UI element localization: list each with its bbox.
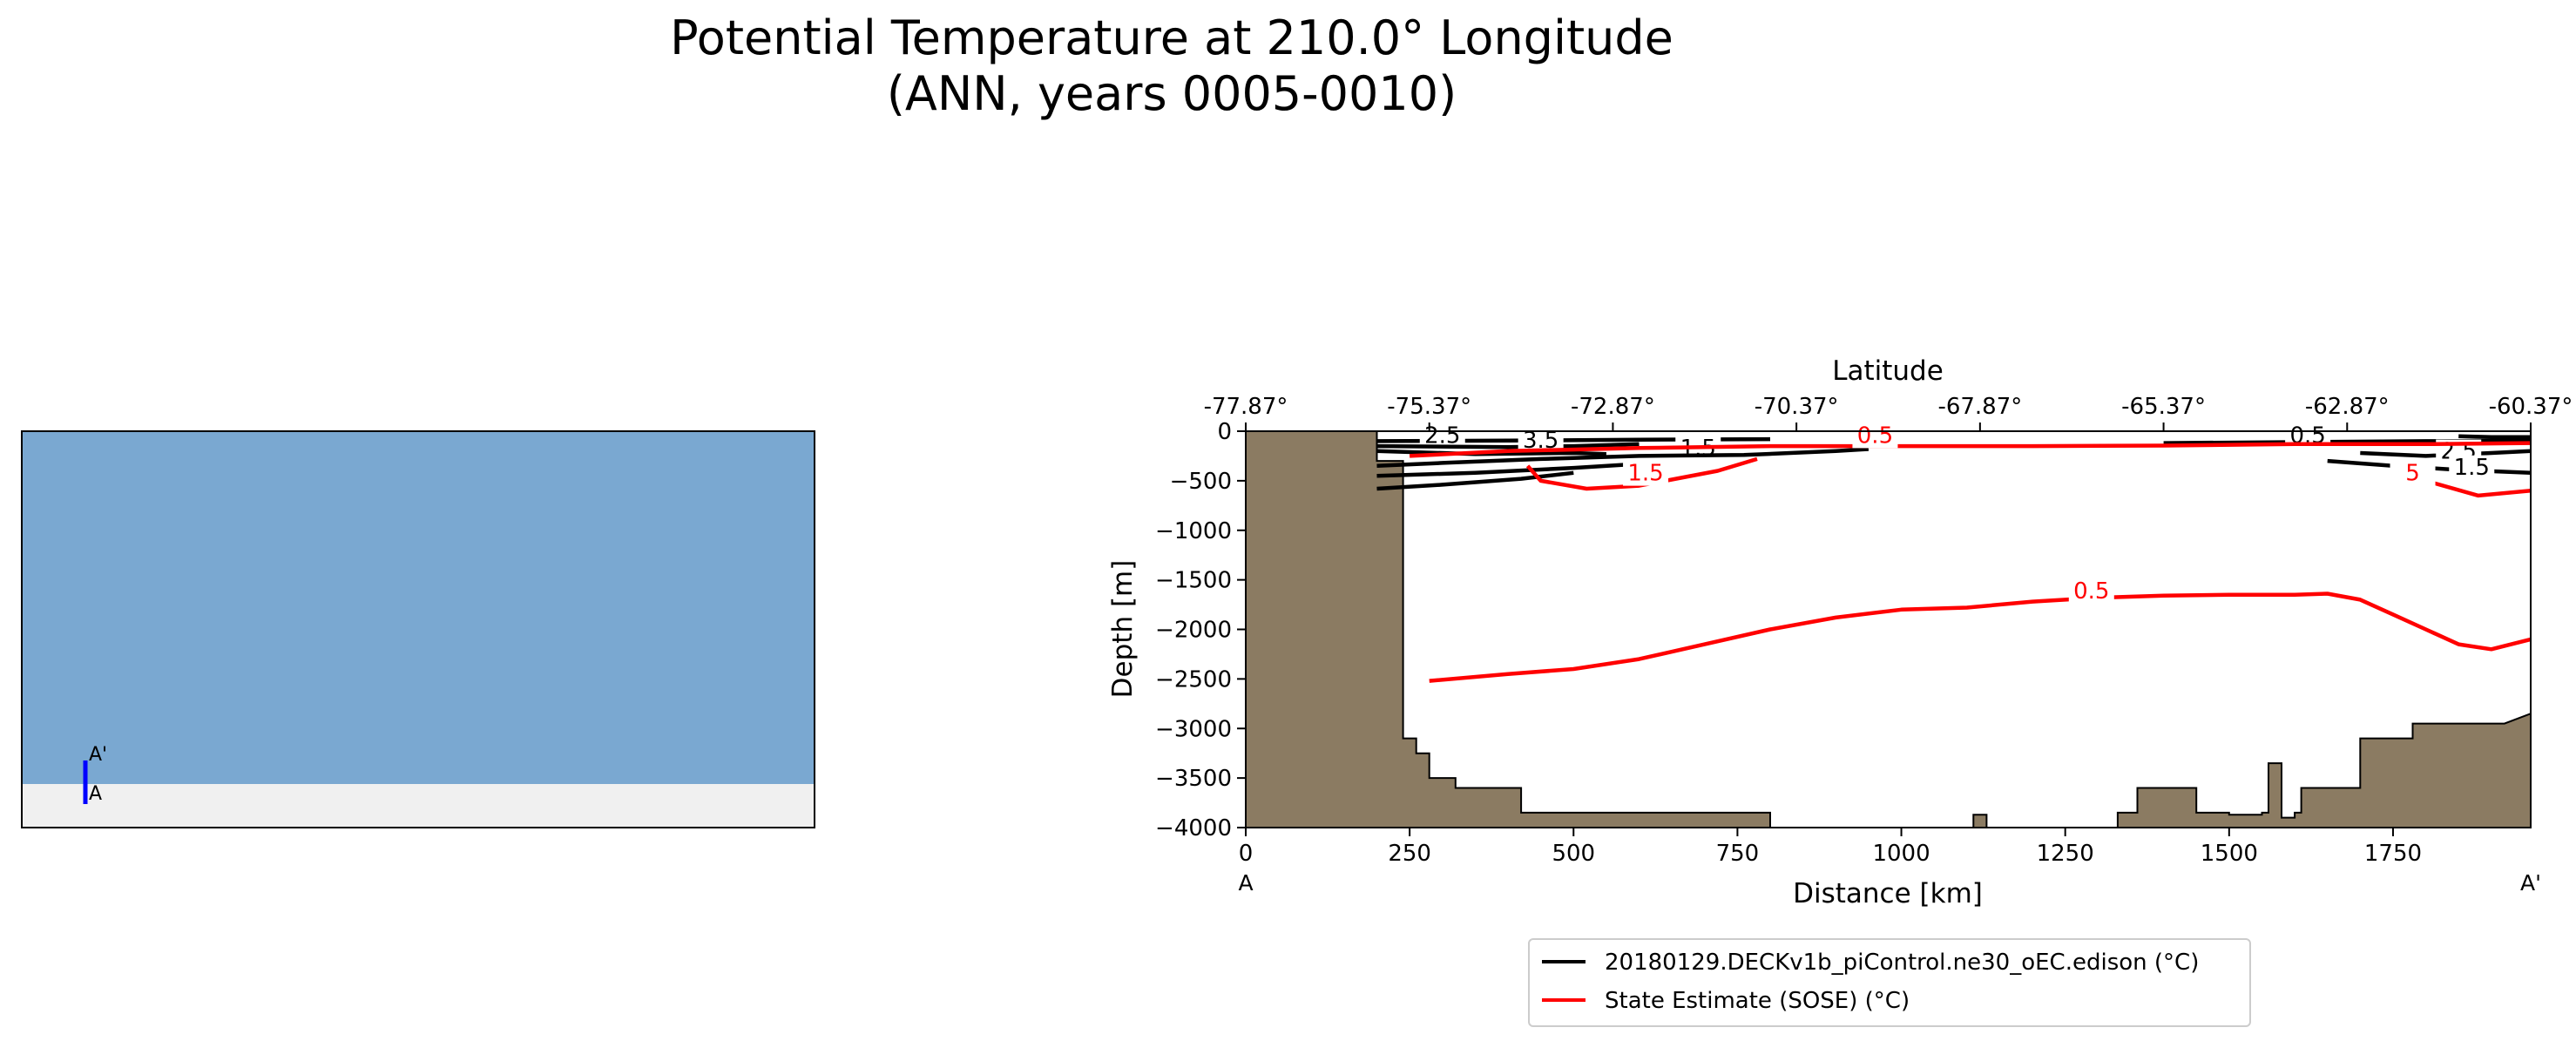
contour-label: 0.5 <box>2073 578 2109 605</box>
figure-title-line1: Potential Temperature at 210.0° Longitud… <box>670 10 1673 65</box>
inset-map: A' A <box>21 430 815 828</box>
model-contour-1 <box>1376 442 1640 450</box>
map-border <box>21 430 815 828</box>
endpoint-label-end: A' <box>2520 870 2541 896</box>
x-axis-label: Distance [km] <box>1793 878 1983 909</box>
legend-box <box>1528 938 2251 1027</box>
contour-label: 5 <box>2405 461 2420 487</box>
x-tick-label: 1750 <box>2364 841 2422 867</box>
y-tick-label: −1000 <box>1155 518 1232 544</box>
model-contour-4 <box>1376 462 1640 478</box>
contour-label: 1.5 <box>1627 461 1663 487</box>
y-tick-label: 0 <box>1217 419 1232 445</box>
secondary-x-tick-label: -60.37° <box>2489 394 2573 420</box>
model-contour-9 <box>2458 434 2531 440</box>
y-axis-label: Depth [m] <box>1107 560 1139 699</box>
secondary-x-tick-label: -77.87° <box>1204 394 1288 420</box>
x-tick-label: 250 <box>1388 841 1431 867</box>
x-tick-label: 1250 <box>2037 841 2094 867</box>
y-tick-label: −3500 <box>1155 766 1232 792</box>
y-tick-label: −3000 <box>1155 716 1232 742</box>
contour-label: 1.5 <box>2454 455 2490 481</box>
y-tick-label: −2000 <box>1155 618 1232 644</box>
secondary-x-tick-label: -70.37° <box>1755 394 1839 420</box>
contour-label-bg <box>1419 423 1465 449</box>
contour-label: 0.5 <box>1857 422 1893 449</box>
contours-layer: 2.5 3.5 1.5 0.52.51.50.51.5 50.5 <box>1376 422 2532 683</box>
secondary-x-axis-label: Latitude <box>1832 355 1944 387</box>
y-tick-label: −2500 <box>1155 666 1232 693</box>
x-tick-label: 1500 <box>2201 841 2258 867</box>
map-antarctica <box>22 784 815 828</box>
bathymetry-layer <box>1245 430 2532 828</box>
secondary-x-tick-label: -65.37° <box>2121 394 2206 420</box>
map-transect-label-start: A <box>89 783 102 805</box>
secondary-x-tick-label: -75.37° <box>1387 394 1471 420</box>
contour-label-bg <box>2068 578 2114 604</box>
x-tick-label: 750 <box>1716 841 1760 867</box>
model-contour-2 <box>1376 449 1606 456</box>
section-chart: 2.5 3.5 1.5 0.52.51.50.51.5 50.5 0 250 500 750 1… <box>1107 355 2573 909</box>
x-tick-label: 1000 <box>1872 841 1930 867</box>
axis-ticks: 0 250 500 750 1000 1250 1500 1750 0 −500 −1000 −150… <box>1155 394 2573 867</box>
sose-contour-1 <box>1525 456 1758 491</box>
secondary-x-tick-label: -67.87° <box>1937 394 2022 420</box>
secondary-x-tick-label: -62.87° <box>2305 394 2390 420</box>
bathymetry-area <box>1245 430 2532 828</box>
y-tick-label: −1500 <box>1155 568 1232 594</box>
x-tick-label: 0 <box>1239 841 1254 867</box>
map-transect-label-end: A' <box>89 744 107 766</box>
legend: 20180129.DECKv1b_piControl.ne30_oEC.edis… <box>1528 938 2251 1027</box>
legend-obs-label: State Estimate (SOSE) (°C) <box>1605 988 1910 1014</box>
model-contour-3 <box>1376 447 1869 469</box>
contour-label-bg <box>2449 455 2495 480</box>
model-contour-5 <box>1376 470 1574 491</box>
figure-title-line2: (ANN, years 0005-0010) <box>887 66 1457 121</box>
y-tick-label: −4000 <box>1155 815 1232 842</box>
sose-contour-0 <box>1409 441 2532 458</box>
contour-label-bg <box>1623 461 1669 486</box>
plot-frame <box>1245 430 2532 828</box>
x-tick-label: 500 <box>1552 841 1595 867</box>
map-ocean <box>22 431 815 828</box>
contour-label-bg <box>2390 461 2436 486</box>
contour-label-bg <box>1852 423 1898 449</box>
endpoint-label-start: A <box>1238 870 1253 896</box>
sose-contour-3 <box>1429 591 2532 683</box>
secondary-x-tick-label: -72.87° <box>1571 394 1655 420</box>
y-tick-label: −500 <box>1170 469 1232 495</box>
legend-model-label: 20180129.DECKv1b_piControl.ne30_oEC.edis… <box>1605 950 2199 976</box>
